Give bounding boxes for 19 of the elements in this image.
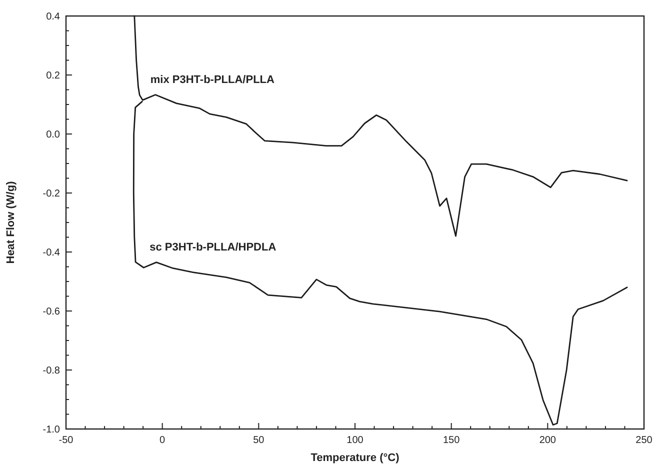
x-tick-label: 100: [346, 435, 364, 446]
series-label: sc P3HT-b-PLLA/HPDLA: [150, 241, 276, 254]
y-tick-label: 0.4: [46, 12, 60, 22]
y-axis-title: Heat Flow (W/g): [5, 180, 17, 264]
y-tick-label: -0.6: [42, 306, 60, 318]
x-tick-label: 250: [636, 435, 653, 446]
y-tick-label: 0.2: [46, 70, 60, 82]
y-tick-label: 0.0: [46, 130, 60, 140]
x-tick-label: 50: [253, 435, 265, 446]
series-label: mix P3HT-b-PLLA/PLLA: [150, 74, 275, 86]
x-axis-title: Temperature (°C): [310, 452, 400, 464]
x-tick-label: 0: [160, 435, 166, 446]
x-tick-label: 150: [442, 435, 460, 446]
x-tick-label: 200: [539, 435, 556, 446]
y-tick-label: -0.2: [42, 188, 60, 200]
y-tick-label: -0.4: [42, 248, 60, 258]
x-tick-label: -50: [58, 435, 74, 446]
y-tick-label: -1.0: [42, 424, 60, 436]
y-tick-label: -0.8: [42, 366, 60, 376]
